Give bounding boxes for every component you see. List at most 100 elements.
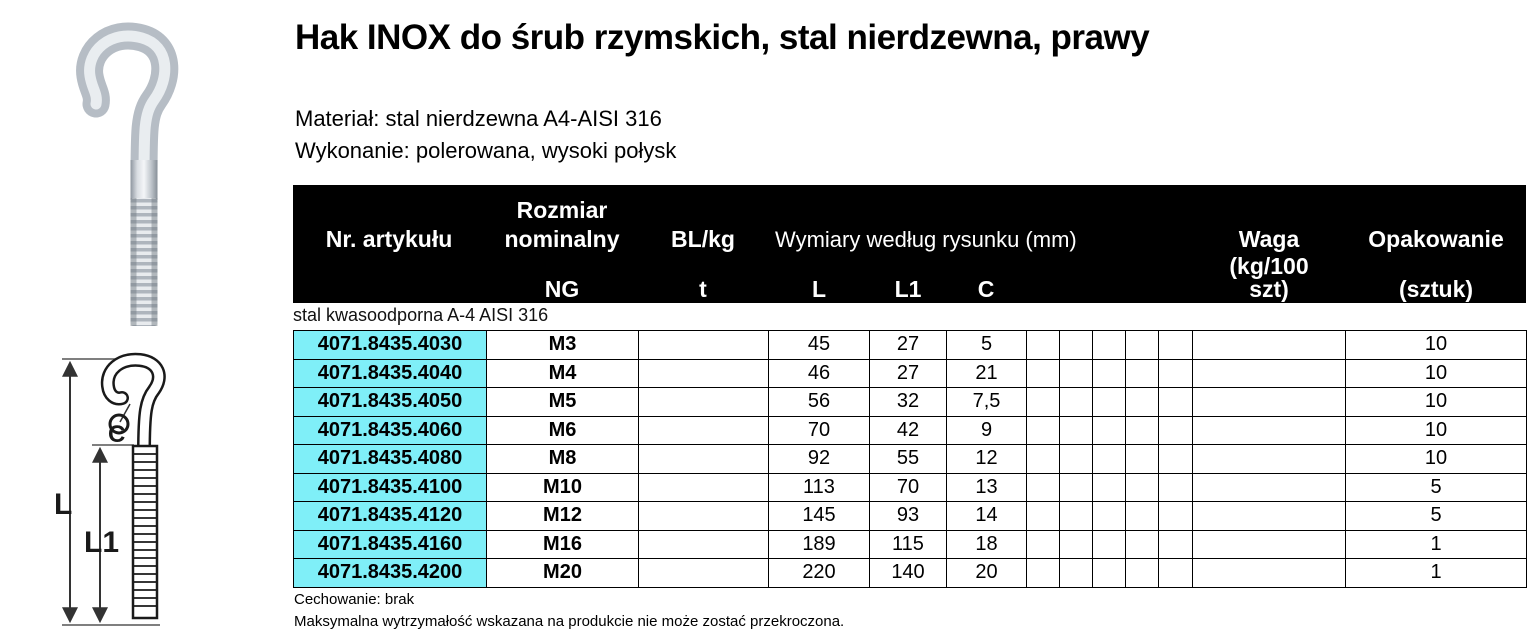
table-row: 4071.8435.4030 M3 45 27 5 10 (293, 330, 1527, 360)
page-title: Hak INOX do śrub rzymskich, stal nierdze… (295, 18, 1150, 57)
cell-empty (1125, 501, 1159, 531)
cell-dim-l1: 93 (869, 501, 947, 531)
cell-empty (1059, 387, 1093, 417)
cell-dim-l: 56 (768, 387, 870, 417)
cell-empty (1026, 558, 1060, 588)
cell-empty (1092, 387, 1126, 417)
cell-package: 10 (1345, 387, 1527, 417)
cell-package: 5 (1345, 472, 1527, 502)
table-row: 4071.8435.4100 M10 113 70 13 5 (293, 472, 1527, 502)
cell-dim-l1: 140 (869, 558, 947, 588)
drawing-label-L: L (54, 488, 72, 521)
cell-empty (1125, 558, 1159, 588)
cell-nominal-size: M8 (486, 444, 639, 474)
table-row: 4071.8435.4040 M4 46 27 21 10 (293, 358, 1527, 388)
material-line: Materiał: stal nierdzewna A4-AISI 316 (295, 106, 662, 131)
cell-dim-c: 12 (946, 444, 1027, 474)
cell-article: 4071.8435.4100 (293, 472, 487, 502)
cell-empty (1092, 358, 1126, 388)
cell-bl-kg (638, 387, 769, 417)
cell-weight (1192, 472, 1346, 502)
cell-package: 10 (1345, 444, 1527, 474)
technical-drawing-hook: L L1 C (54, 352, 166, 626)
header-article: Nr. artykułu (325, 226, 453, 252)
cell-bl-kg (638, 358, 769, 388)
cell-empty (1026, 444, 1060, 474)
cell-empty (1092, 330, 1126, 360)
spec-table: Nr. artykułu Rozmiar nominalny BL/kg Wym… (293, 185, 1527, 588)
footnote-strength: Maksymalna wytrzymałość wskazana na prod… (294, 613, 845, 630)
drawing-label-C: C (108, 421, 125, 448)
cell-dim-c: 14 (946, 501, 1027, 531)
cell-bl-kg (638, 330, 769, 360)
header-dim-c: C (977, 276, 995, 302)
cell-weight (1192, 415, 1346, 445)
cell-empty (1026, 472, 1060, 502)
cell-dim-l: 70 (768, 415, 870, 445)
cell-dim-l1: 27 (869, 330, 947, 360)
cell-weight (1192, 444, 1346, 474)
cell-weight (1192, 330, 1346, 360)
cell-article: 4071.8435.4060 (293, 415, 487, 445)
header-dim-l1: L1 (894, 276, 922, 302)
cell-bl-kg (638, 444, 769, 474)
cell-empty (1092, 501, 1126, 531)
cell-empty (1125, 529, 1159, 559)
cell-weight (1192, 529, 1346, 559)
cell-dim-c: 9 (946, 415, 1027, 445)
cell-dim-c: 5 (946, 330, 1027, 360)
cell-dim-l: 113 (768, 472, 870, 502)
cell-weight (1192, 558, 1346, 588)
header-bl-sub: t (699, 276, 707, 302)
cell-bl-kg (638, 529, 769, 559)
cell-bl-kg (638, 472, 769, 502)
cell-nominal-size: M12 (486, 501, 639, 531)
cell-nominal-size: M6 (486, 415, 639, 445)
cell-empty (1158, 330, 1193, 360)
cell-empty (1158, 472, 1193, 502)
cell-weight (1192, 501, 1346, 531)
cell-article: 4071.8435.4050 (293, 387, 487, 417)
table-row: 4071.8435.4200 M20 220 140 20 1 (293, 558, 1527, 588)
cell-bl-kg (638, 415, 769, 445)
cell-empty (1158, 358, 1193, 388)
cell-empty (1092, 529, 1126, 559)
cell-package: 10 (1345, 358, 1527, 388)
cell-empty (1125, 472, 1159, 502)
header-size-line2: nominalny (504, 226, 620, 252)
spec-table-body: 4071.8435.4030 M3 45 27 5 10 4071.8435.4040 M4 4… (293, 330, 1527, 588)
cell-dim-l1: 27 (869, 358, 947, 388)
cell-weight (1192, 358, 1346, 388)
header-weight-line2: (kg/100 (1229, 253, 1309, 279)
cell-bl-kg (638, 501, 769, 531)
cell-dim-l1: 115 (869, 529, 947, 559)
table-row: 4071.8435.4160 M16 189 115 18 1 (293, 529, 1527, 559)
cell-article: 4071.8435.4160 (293, 529, 487, 559)
cell-empty (1059, 558, 1093, 588)
cell-article: 4071.8435.4080 (293, 444, 487, 474)
product-photo-hook-icon (76, 22, 179, 326)
table-row: 4071.8435.4120 M12 145 93 14 5 (293, 501, 1527, 531)
cell-package: 10 (1345, 330, 1527, 360)
header-weight-line1: Waga (1238, 226, 1300, 252)
cell-empty (1092, 415, 1126, 445)
cell-empty (1125, 415, 1159, 445)
cell-dim-l1: 55 (869, 444, 947, 474)
header-size-sub: NG (544, 276, 580, 302)
table-row: 4071.8435.4080 M8 92 55 12 10 (293, 444, 1527, 474)
cell-empty (1059, 415, 1093, 445)
cell-article: 4071.8435.4030 (293, 330, 487, 360)
cell-empty (1125, 387, 1159, 417)
cell-empty (1059, 529, 1093, 559)
cell-empty (1026, 415, 1060, 445)
cell-empty (1158, 501, 1193, 531)
cell-package: 10 (1345, 415, 1527, 445)
cell-dim-c: 13 (946, 472, 1027, 502)
table-row: 4071.8435.4060 M6 70 42 9 10 (293, 415, 1527, 445)
cell-dim-l: 46 (768, 358, 870, 388)
cell-package: 5 (1345, 501, 1527, 531)
finish-line: Wykonanie: polerowana, wysoki połysk (295, 138, 677, 163)
cell-dim-c: 21 (946, 358, 1027, 388)
cell-dim-l: 145 (768, 501, 870, 531)
